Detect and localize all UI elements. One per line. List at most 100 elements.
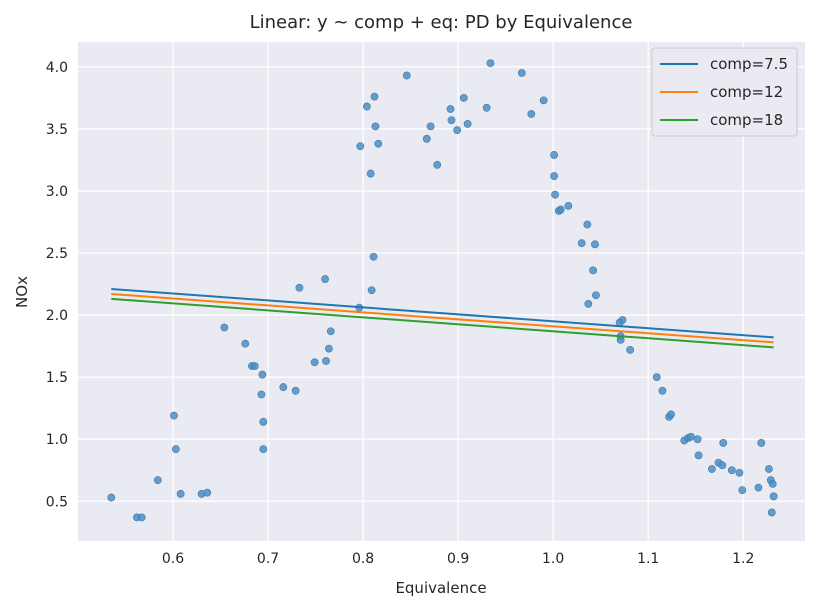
data-point: [259, 445, 268, 454]
scatter-points: [107, 59, 778, 522]
data-point: [259, 417, 268, 426]
x-tick-label: 0.9: [447, 551, 469, 567]
data-point: [738, 486, 747, 495]
data-point: [453, 126, 462, 135]
data-point: [107, 493, 116, 502]
legend-box: [651, 47, 798, 137]
data-point: [426, 122, 435, 131]
data-point: [735, 468, 744, 477]
data-point: [446, 105, 455, 113]
data-point: [250, 362, 259, 370]
data-point: [369, 252, 378, 261]
data-point: [203, 488, 212, 497]
y-tick-label: 1.0: [46, 432, 68, 448]
data-point: [459, 93, 468, 102]
data-point: [326, 327, 335, 336]
data-point: [367, 286, 376, 295]
data-point: [757, 439, 766, 447]
data-point: [482, 103, 491, 112]
data-point: [539, 96, 548, 105]
data-point: [463, 120, 472, 128]
y-tick-label: 4.0: [46, 60, 68, 76]
data-point: [422, 134, 431, 143]
legend: comp=7.5 comp=12 comp=18: [651, 47, 798, 137]
data-point: [618, 316, 627, 324]
legend-items: comp=7.5 comp=12 comp=18: [660, 55, 788, 129]
data-point: [279, 383, 288, 391]
data-point: [321, 275, 329, 283]
x-tick-label: 1.0: [542, 551, 564, 567]
data-point: [153, 476, 162, 485]
data-point: [719, 439, 728, 447]
data-point: [652, 373, 661, 382]
data-point: [667, 410, 675, 419]
data-point: [170, 411, 178, 420]
data-point: [362, 102, 371, 111]
x-tick-label: 1.1: [637, 551, 659, 567]
data-point: [550, 151, 559, 159]
data-point: [583, 220, 592, 229]
legend-label: comp=12: [710, 83, 783, 101]
fit-line: [111, 297, 774, 349]
data-point: [584, 300, 593, 308]
data-point: [626, 345, 635, 354]
data-point: [727, 466, 736, 475]
data-point: [241, 339, 250, 348]
data-point: [137, 513, 146, 522]
data-point: [324, 344, 333, 353]
data-point: [694, 451, 703, 460]
data-point: [577, 239, 586, 247]
data-point: [517, 69, 526, 77]
y-tick-label: 2.0: [46, 308, 68, 324]
y-tick-label: 0.5: [46, 494, 68, 510]
data-point: [707, 465, 716, 473]
data-point: [693, 435, 702, 444]
data-point: [366, 169, 375, 178]
data-point: [310, 358, 319, 367]
data-point: [564, 201, 573, 210]
y-tick-label: 3.0: [46, 184, 68, 200]
data-point: [447, 116, 456, 125]
x-tick-label: 0.7: [257, 551, 279, 567]
data-point: [616, 336, 625, 344]
data-point: [257, 390, 266, 399]
data-point: [592, 291, 600, 300]
data-point: [764, 465, 773, 473]
data-point: [556, 205, 565, 214]
data-point: [527, 110, 536, 118]
y-tick-labels: 0.5 1.0 1.5 2.0 2.5 3.0 3.5 4.0: [46, 60, 68, 510]
fit-line: [111, 293, 774, 344]
x-tick-label: 0.6: [162, 551, 184, 567]
data-point: [658, 386, 667, 395]
y-tick-label: 1.5: [46, 370, 68, 386]
data-point: [768, 480, 777, 488]
data-point: [258, 370, 267, 379]
x-tick-labels: 0.6 0.7 0.8 0.9 1.0 1.1 1.2: [162, 551, 754, 567]
data-point: [551, 190, 559, 199]
data-point: [589, 266, 597, 275]
data-point: [322, 357, 330, 365]
data-point: [550, 172, 559, 180]
fit-lines: [111, 288, 774, 349]
y-tick-label: 3.5: [46, 122, 68, 138]
data-point: [767, 508, 776, 517]
data-point: [370, 92, 379, 101]
data-point: [486, 59, 495, 68]
data-point: [356, 142, 365, 151]
legend-label: comp=7.5: [710, 55, 788, 73]
data-point: [718, 461, 727, 470]
gridlines: [78, 42, 805, 541]
data-point: [291, 386, 300, 395]
data-point: [769, 492, 778, 501]
data-point: [374, 139, 383, 148]
data-point: [176, 489, 185, 498]
data-point: [220, 323, 229, 332]
data-point: [371, 122, 380, 131]
y-tick-label: 2.5: [46, 246, 68, 262]
data-point: [433, 160, 442, 169]
x-tick-label: 1.2: [732, 551, 754, 567]
y-axis-label: NOx: [13, 276, 31, 308]
legend-label: comp=18: [710, 111, 783, 129]
data-point: [591, 240, 599, 249]
